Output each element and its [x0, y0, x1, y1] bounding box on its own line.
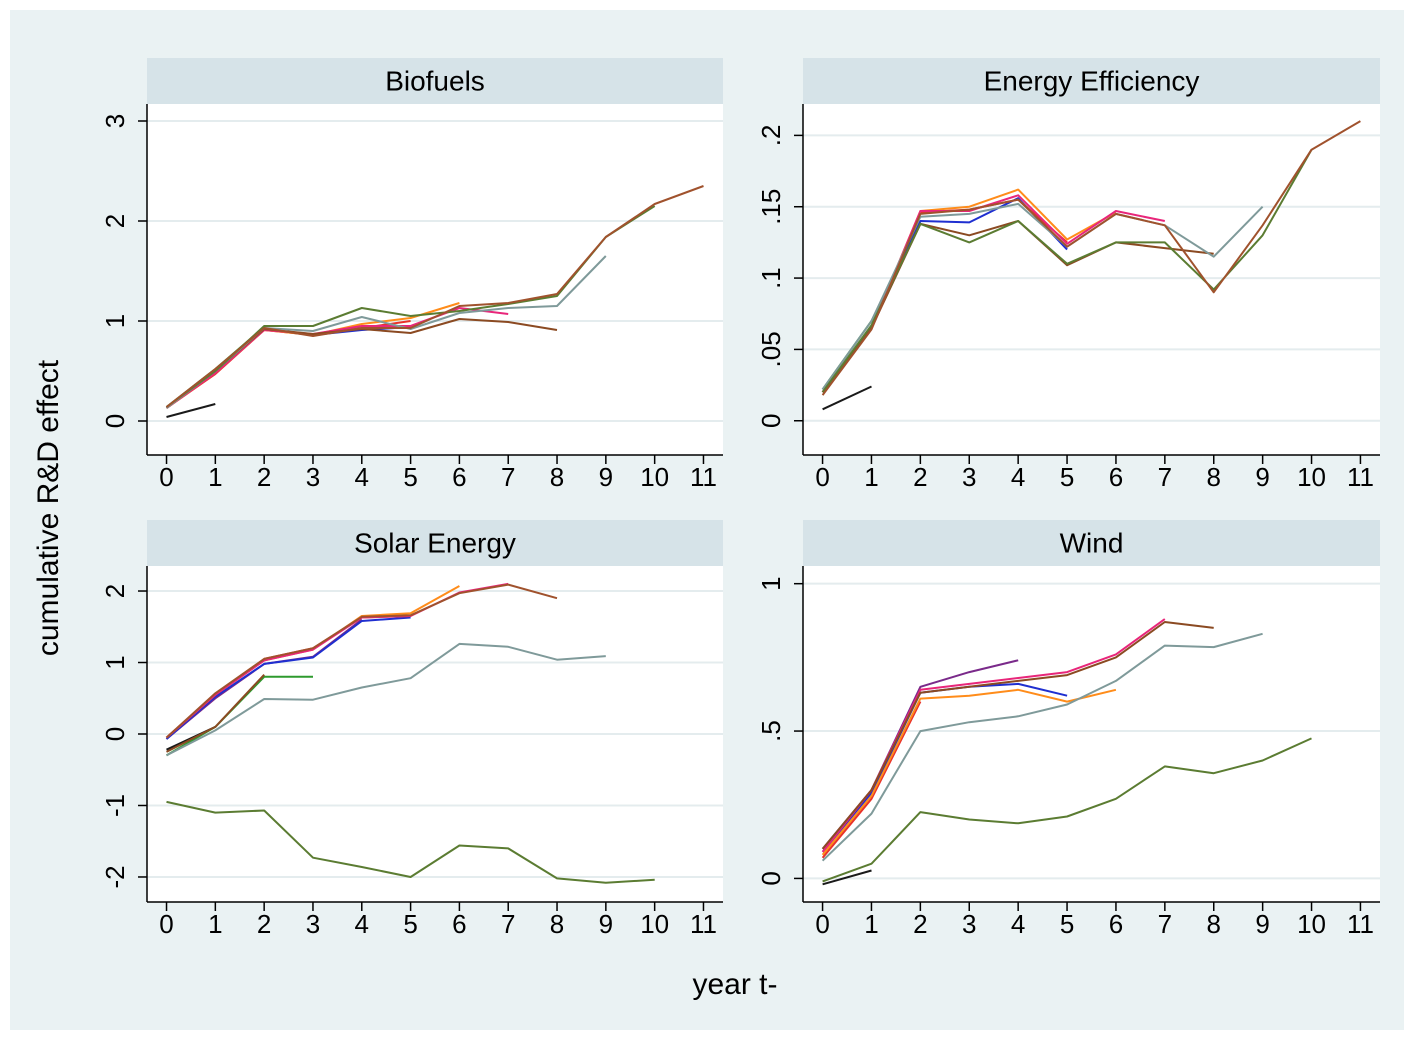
x-tick-label: 11	[1347, 909, 1374, 939]
y-tick-label: -2	[100, 865, 130, 888]
series-line	[821, 701, 922, 859]
x-tick-label: 9	[1255, 909, 1269, 939]
y-tick-label: .1	[756, 267, 786, 289]
x-tick-label: 2	[913, 909, 927, 939]
x-tick-label: 9	[599, 462, 613, 492]
series-line	[822, 737, 1312, 883]
x-tick-label: 5	[1060, 462, 1074, 492]
y-tick-label: 2	[100, 584, 130, 598]
x-tick-label: 10	[1297, 462, 1326, 492]
x-tick-label: 2	[257, 909, 271, 939]
x-tick-label: 3	[962, 909, 976, 939]
x-tick-label: 0	[159, 909, 173, 939]
series-line	[822, 385, 872, 411]
y-tick-label: 0	[756, 871, 786, 885]
y-tick-label: 1	[756, 576, 786, 590]
plot-area	[803, 104, 1380, 455]
x-tick-label: 10	[640, 462, 669, 492]
x-tick-label: 0	[815, 462, 829, 492]
y-tick-label: 0	[756, 414, 786, 428]
series-line	[166, 674, 265, 753]
x-tick-label: 4	[1011, 909, 1025, 939]
y-tick-label: -1	[100, 794, 130, 817]
x-tick-label: 9	[1255, 462, 1269, 492]
x-tick-label: 11	[690, 909, 717, 939]
x-axis-title: year t-	[692, 968, 777, 1001]
series-line	[165, 185, 704, 408]
y-tick-label: .05	[756, 331, 786, 367]
x-tick-label: 1	[864, 909, 878, 939]
panel-header	[147, 520, 723, 566]
panel-title: Solar Energy	[354, 527, 516, 558]
x-tick-label: 7	[1158, 909, 1172, 939]
x-tick-label: 11	[1347, 462, 1374, 492]
series-line	[821, 688, 1117, 856]
series-line	[822, 869, 872, 886]
x-tick-label: 5	[1060, 909, 1074, 939]
x-tick-label: 2	[257, 462, 271, 492]
series-line	[821, 632, 1263, 862]
x-tick-label: 4	[1011, 462, 1025, 492]
panel-header	[803, 58, 1380, 104]
x-tick-label: 6	[1109, 909, 1123, 939]
x-tick-label: 0	[159, 462, 173, 492]
plot-area	[147, 104, 723, 455]
y-tick-label: 1	[100, 314, 130, 328]
y-tick-label: .2	[756, 125, 786, 147]
series-line	[165, 616, 411, 740]
x-tick-label: 11	[690, 462, 717, 492]
panel-title: Biofuels	[385, 65, 485, 96]
y-tick-label: .5	[756, 720, 786, 742]
x-tick-label: 4	[355, 462, 369, 492]
plot-area	[803, 566, 1380, 902]
series-line	[821, 621, 1214, 850]
x-tick-label: 1	[208, 909, 222, 939]
panel-title: Energy Efficiency	[984, 65, 1200, 96]
x-tick-label: 7	[1158, 462, 1172, 492]
series-line	[821, 120, 1361, 396]
panel-title: Wind	[1060, 527, 1124, 558]
x-tick-label: 6	[452, 462, 466, 492]
x-tick-label: 3	[962, 462, 976, 492]
series-line	[165, 583, 558, 739]
x-tick-label: 6	[452, 909, 466, 939]
x-tick-label: 6	[1109, 462, 1123, 492]
x-tick-label: 10	[1297, 909, 1326, 939]
series-line	[166, 642, 606, 757]
x-tick-label: 5	[403, 462, 417, 492]
y-tick-label: 0	[100, 727, 130, 741]
y-axis-title: cumulative R&D effect	[32, 359, 65, 656]
x-tick-label: 0	[815, 909, 829, 939]
x-tick-label: 7	[501, 909, 515, 939]
y-tick-label: 2	[100, 214, 130, 228]
x-tick-label: 4	[355, 909, 369, 939]
x-tick-label: 8	[550, 462, 564, 492]
y-tick-label: 1	[100, 655, 130, 669]
y-tick-label: .15	[756, 189, 786, 225]
series-line	[166, 800, 655, 884]
x-tick-label: 8	[1207, 462, 1221, 492]
x-tick-label: 2	[913, 462, 927, 492]
x-tick-label: 7	[501, 462, 515, 492]
panel-header	[803, 520, 1380, 566]
series-line	[821, 202, 1264, 390]
x-tick-label: 3	[306, 909, 320, 939]
x-tick-label: 3	[306, 462, 320, 492]
panel-header	[147, 58, 723, 104]
y-tick-label: 0	[100, 414, 130, 428]
series-line	[166, 403, 216, 418]
x-tick-label: 5	[403, 909, 417, 939]
y-tick-label: 3	[100, 114, 130, 128]
x-tick-label: 9	[599, 909, 613, 939]
x-tick-label: 1	[864, 462, 878, 492]
x-tick-label: 8	[1207, 909, 1221, 939]
x-tick-label: 10	[640, 909, 669, 939]
x-tick-label: 8	[550, 909, 564, 939]
x-tick-label: 1	[208, 462, 222, 492]
